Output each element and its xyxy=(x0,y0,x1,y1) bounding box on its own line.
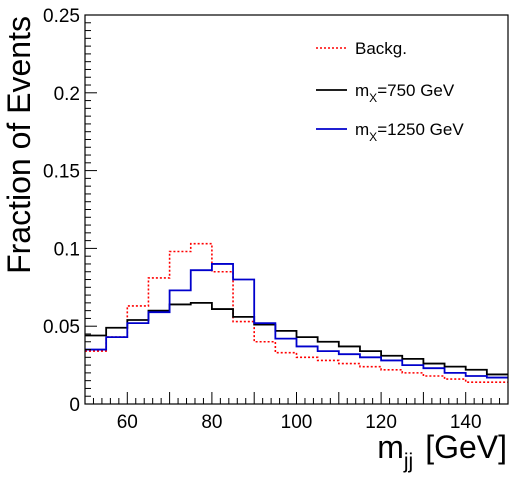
legend-label-subscript: X xyxy=(369,130,377,144)
y-tick-label: 0.15 xyxy=(43,162,80,183)
legend-label-2: mX=1250 GeV xyxy=(355,120,464,144)
x-axis-title-unit: [GeV] xyxy=(425,429,507,465)
y-axis-title: Fraction of Events xyxy=(1,16,37,274)
legend-label-0: Backg. xyxy=(355,39,407,58)
x-axis-title-subscript: jj xyxy=(403,450,413,473)
x-axis-title: mjj [GeV] xyxy=(377,429,507,473)
y-tick-label: 0 xyxy=(69,395,80,416)
legend-label-rest: =750 GeV xyxy=(377,81,455,100)
series-line-2 xyxy=(85,263,508,379)
x-tick-label: 60 xyxy=(117,412,138,433)
x-tick-label: 100 xyxy=(281,412,313,433)
legend-label-1: mX=750 GeV xyxy=(355,81,455,105)
y-tick-label: 0.25 xyxy=(43,6,80,27)
series-line-1 xyxy=(85,301,508,376)
x-axis-title-main: m xyxy=(377,429,404,465)
legend-label-main: m xyxy=(355,120,369,139)
y-tick-label: 0.1 xyxy=(54,239,80,260)
y-tick-label: 0.05 xyxy=(43,317,80,338)
plot-area xyxy=(85,242,508,384)
legend-label-subscript: X xyxy=(369,91,377,105)
axes: 60 80 100 120 140 0 0.05 0.1 0.15 0.2 0.25 xyxy=(43,6,509,433)
legend-label-rest: =1250 GeV xyxy=(377,120,464,139)
x-tick-label: 120 xyxy=(365,412,397,433)
legend-label-main: m xyxy=(355,81,369,100)
y-tick-label: 0.2 xyxy=(54,84,80,105)
x-tick-label: 80 xyxy=(201,412,222,433)
x-tick-label: 140 xyxy=(450,412,482,433)
series-line-0 xyxy=(85,242,508,384)
